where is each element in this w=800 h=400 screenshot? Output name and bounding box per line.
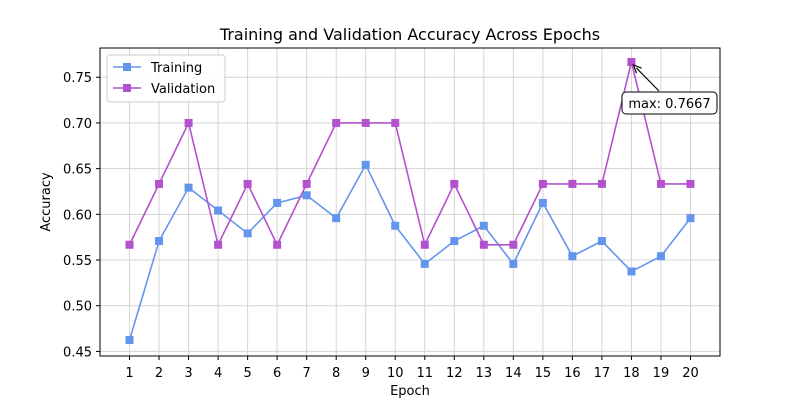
data-point-validation [125, 240, 134, 249]
data-point-validation [509, 240, 518, 249]
data-point-validation [450, 179, 459, 188]
y-tick-label: 0.50 [63, 300, 92, 315]
legend-label-training: Training [150, 61, 202, 76]
data-point-training [184, 183, 193, 192]
legend-marker-validation [123, 84, 131, 92]
data-point-training [125, 336, 134, 345]
data-point-training [302, 191, 311, 200]
data-point-training [214, 206, 223, 215]
data-point-training [420, 259, 429, 268]
annotation-arrow-line [636, 67, 660, 92]
y-tick-label: 0.75 [63, 71, 92, 86]
data-point-training [243, 229, 252, 238]
x-tick-label: 11 [416, 366, 433, 381]
data-point-validation [686, 179, 695, 188]
data-point-validation [479, 240, 488, 249]
annotation-text: max: 0.7667 [628, 97, 710, 112]
data-point-training [509, 259, 518, 268]
series-layer [125, 57, 695, 345]
data-point-training [332, 214, 341, 223]
data-point-validation [597, 179, 606, 188]
data-point-training [568, 252, 577, 261]
x-tick-label: 20 [682, 366, 699, 381]
series-validation [125, 57, 695, 249]
annotation-box [621, 91, 718, 115]
data-point-training [361, 160, 370, 169]
data-point-validation [656, 179, 665, 188]
x-tick-label: 2 [155, 366, 163, 381]
data-point-validation [538, 179, 547, 188]
chart-title: Training and Validation Accuracy Across … [219, 25, 600, 44]
x-tick-label: 16 [564, 366, 581, 381]
x-tick-label: 1 [125, 366, 133, 381]
legend-marker-training [123, 63, 131, 71]
x-tick-label: 13 [476, 366, 493, 381]
data-point-validation [627, 57, 636, 66]
x-tick-label: 10 [387, 366, 404, 381]
x-tick-label: 5 [243, 366, 251, 381]
data-point-training [479, 221, 488, 230]
data-point-validation [391, 118, 400, 127]
annotation-arrow-head [632, 63, 642, 74]
x-tick-label: 7 [303, 366, 311, 381]
y-tick-label: 0.65 [63, 163, 92, 178]
data-point-validation [568, 179, 577, 188]
data-point-validation [214, 240, 223, 249]
x-tick-label: 18 [623, 366, 640, 381]
y-tick-label: 0.55 [63, 254, 92, 269]
data-point-training [627, 267, 636, 276]
data-point-training [155, 237, 164, 246]
data-point-validation [273, 240, 282, 249]
data-point-validation [155, 179, 164, 188]
x-tick-label: 6 [273, 366, 281, 381]
y-tick-label: 0.45 [63, 345, 92, 360]
x-tick-label: 14 [505, 366, 522, 381]
series-line-training [128, 163, 692, 341]
plot-frame [99, 47, 721, 357]
data-point-validation [420, 240, 429, 249]
data-point-validation [302, 179, 311, 188]
y-tick-label: 0.70 [63, 117, 92, 132]
x-tick-label: 8 [332, 366, 340, 381]
legend-label-validation: Validation [151, 82, 215, 97]
annotation-layer: max: 0.7667 [621, 63, 718, 115]
x-tick-label: 9 [362, 366, 370, 381]
grid [100, 48, 720, 356]
x-tick-label: 15 [535, 366, 552, 381]
data-point-training [450, 237, 459, 246]
data-point-training [273, 198, 282, 207]
series-line-validation [128, 61, 691, 248]
x-tick-label: 3 [184, 366, 192, 381]
data-point-validation [332, 118, 341, 127]
data-point-training [538, 198, 547, 207]
data-point-training [656, 252, 665, 261]
data-point-validation [243, 179, 252, 188]
data-point-training [391, 221, 400, 230]
y-axis-label: Accuracy [39, 172, 54, 232]
x-tick-label: 4 [214, 366, 222, 381]
x-tick-label: 12 [446, 366, 463, 381]
x-tick-label: 19 [653, 366, 670, 381]
x-axis-label: Epoch [390, 384, 430, 399]
data-point-training [686, 214, 695, 223]
series-training [125, 160, 695, 345]
data-point-validation [361, 118, 370, 127]
axis-ticks: 1 2 3 4 5 6 7 8 9 10 11 12 13 14 15 16 17 18 19 200.450.500… [63, 71, 699, 381]
data-point-training [597, 237, 606, 246]
data-point-validation [184, 118, 193, 127]
y-tick-label: 0.60 [63, 208, 92, 223]
x-tick-label: 17 [594, 366, 611, 381]
legend: Training Validation [106, 54, 226, 103]
